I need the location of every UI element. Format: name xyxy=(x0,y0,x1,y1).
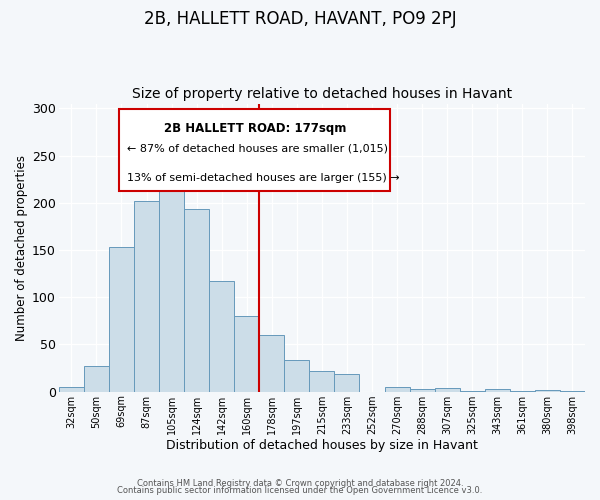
Bar xyxy=(84,366,109,392)
Y-axis label: Number of detached properties: Number of detached properties xyxy=(15,154,28,340)
Bar xyxy=(310,371,334,392)
Bar xyxy=(434,388,460,392)
Bar xyxy=(159,156,184,392)
Bar xyxy=(560,390,585,392)
Text: 2B HALLETT ROAD: 177sqm: 2B HALLETT ROAD: 177sqm xyxy=(164,122,346,136)
Bar xyxy=(385,387,410,392)
Bar xyxy=(510,390,535,392)
Bar xyxy=(109,247,134,392)
Bar xyxy=(259,335,284,392)
Text: 2B, HALLETT ROAD, HAVANT, PO9 2PJ: 2B, HALLETT ROAD, HAVANT, PO9 2PJ xyxy=(143,10,457,28)
Bar xyxy=(284,360,310,392)
Title: Size of property relative to detached houses in Havant: Size of property relative to detached ho… xyxy=(132,87,512,101)
Text: 13% of semi-detached houses are larger (155) →: 13% of semi-detached houses are larger (… xyxy=(127,174,400,184)
Bar xyxy=(535,390,560,392)
Bar xyxy=(460,390,485,392)
Bar xyxy=(234,316,259,392)
Bar xyxy=(184,210,209,392)
Bar xyxy=(134,201,159,392)
Bar xyxy=(334,374,359,392)
Bar xyxy=(410,389,434,392)
Bar xyxy=(59,387,84,392)
Text: Contains public sector information licensed under the Open Government Licence v3: Contains public sector information licen… xyxy=(118,486,482,495)
X-axis label: Distribution of detached houses by size in Havant: Distribution of detached houses by size … xyxy=(166,440,478,452)
Text: Contains HM Land Registry data © Crown copyright and database right 2024.: Contains HM Land Registry data © Crown c… xyxy=(137,478,463,488)
Text: ← 87% of detached houses are smaller (1,015): ← 87% of detached houses are smaller (1,… xyxy=(127,144,388,154)
Bar xyxy=(485,389,510,392)
FancyBboxPatch shape xyxy=(119,110,391,192)
Bar xyxy=(209,281,234,392)
